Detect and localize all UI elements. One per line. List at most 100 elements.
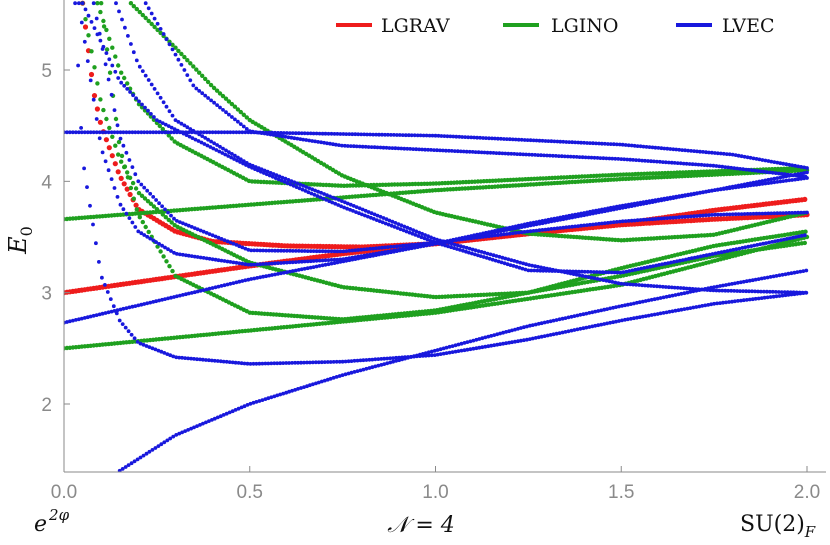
data-point xyxy=(104,116,109,122)
data-point xyxy=(267,248,271,253)
data-point xyxy=(152,115,156,119)
data-point xyxy=(211,146,216,151)
data-point xyxy=(635,201,640,206)
data-point xyxy=(121,130,126,135)
data-point xyxy=(456,349,461,353)
data-point xyxy=(692,149,696,154)
data-point xyxy=(672,285,677,290)
data-point xyxy=(343,359,348,364)
data-point xyxy=(520,266,525,271)
data-point xyxy=(656,216,661,221)
data-point xyxy=(295,181,300,186)
data-point xyxy=(98,38,103,43)
data-point xyxy=(548,319,553,324)
data-point xyxy=(703,303,708,308)
data-point xyxy=(344,249,349,254)
data-point xyxy=(130,304,135,309)
data-point xyxy=(747,297,752,302)
data-point xyxy=(413,233,418,237)
data-point xyxy=(191,64,196,69)
data-point xyxy=(88,71,95,78)
data-point xyxy=(288,248,292,253)
data-point xyxy=(583,274,588,279)
data-point xyxy=(242,404,247,409)
data-point xyxy=(784,162,789,167)
data-point xyxy=(429,353,434,358)
data-point xyxy=(307,138,312,143)
data-point xyxy=(330,200,335,205)
data-point xyxy=(746,244,751,249)
data-point xyxy=(675,259,679,264)
data-point xyxy=(680,215,685,219)
data-point xyxy=(595,277,600,281)
data-point xyxy=(142,233,147,237)
data-point xyxy=(409,354,413,359)
data-point xyxy=(742,184,747,189)
data-point xyxy=(501,330,505,335)
data-point xyxy=(278,361,283,366)
data-point xyxy=(153,446,158,450)
data-point xyxy=(296,260,301,264)
data-point xyxy=(742,154,747,159)
data-point xyxy=(117,318,122,323)
data-point xyxy=(118,136,123,141)
data-point xyxy=(224,148,228,153)
data-point xyxy=(386,222,391,227)
data-point xyxy=(176,57,181,62)
data-point xyxy=(366,210,371,214)
data-point xyxy=(778,211,783,216)
data-point xyxy=(285,131,289,135)
data-point xyxy=(574,269,578,274)
data-point xyxy=(494,151,499,156)
data-point xyxy=(794,235,798,239)
data-point xyxy=(659,146,664,151)
data-point xyxy=(377,219,382,224)
data-point xyxy=(195,289,200,294)
y-tick-label: 5 xyxy=(41,61,52,82)
data-point xyxy=(582,223,586,228)
data-point xyxy=(112,108,117,112)
data-point xyxy=(432,148,436,153)
data-point xyxy=(124,150,129,155)
data-point xyxy=(320,263,325,268)
data-point xyxy=(621,270,626,275)
data-point xyxy=(249,277,254,281)
data-point xyxy=(596,323,601,328)
data-point xyxy=(744,289,748,294)
data-point xyxy=(528,337,532,341)
data-point xyxy=(663,285,668,289)
data-point xyxy=(151,117,157,123)
data-point xyxy=(452,149,457,154)
data-point xyxy=(685,306,690,311)
data-point xyxy=(791,290,796,295)
data-point xyxy=(406,355,410,359)
data-point xyxy=(74,130,78,135)
data-point xyxy=(115,123,120,128)
data-point xyxy=(623,203,628,208)
data-point xyxy=(185,73,190,77)
data-point xyxy=(138,455,143,460)
data-point xyxy=(279,261,283,265)
data-point xyxy=(421,133,426,138)
data-point xyxy=(414,147,419,152)
data-point xyxy=(337,143,341,148)
data-point xyxy=(386,132,390,137)
data-point xyxy=(283,176,288,181)
data-point xyxy=(552,139,557,144)
data-point xyxy=(361,367,366,372)
data-point xyxy=(670,309,675,314)
data-point xyxy=(149,21,154,27)
data-point xyxy=(487,256,492,261)
data-point xyxy=(133,130,138,135)
data-point xyxy=(439,134,444,138)
data-point xyxy=(325,377,330,382)
data-point xyxy=(779,238,783,243)
data-point xyxy=(533,264,537,269)
data-point xyxy=(661,311,666,315)
data-point xyxy=(340,373,345,377)
data-point xyxy=(174,433,179,437)
data-point xyxy=(669,260,673,265)
data-point xyxy=(148,191,153,196)
data-point xyxy=(124,186,130,192)
data-point xyxy=(715,212,720,217)
